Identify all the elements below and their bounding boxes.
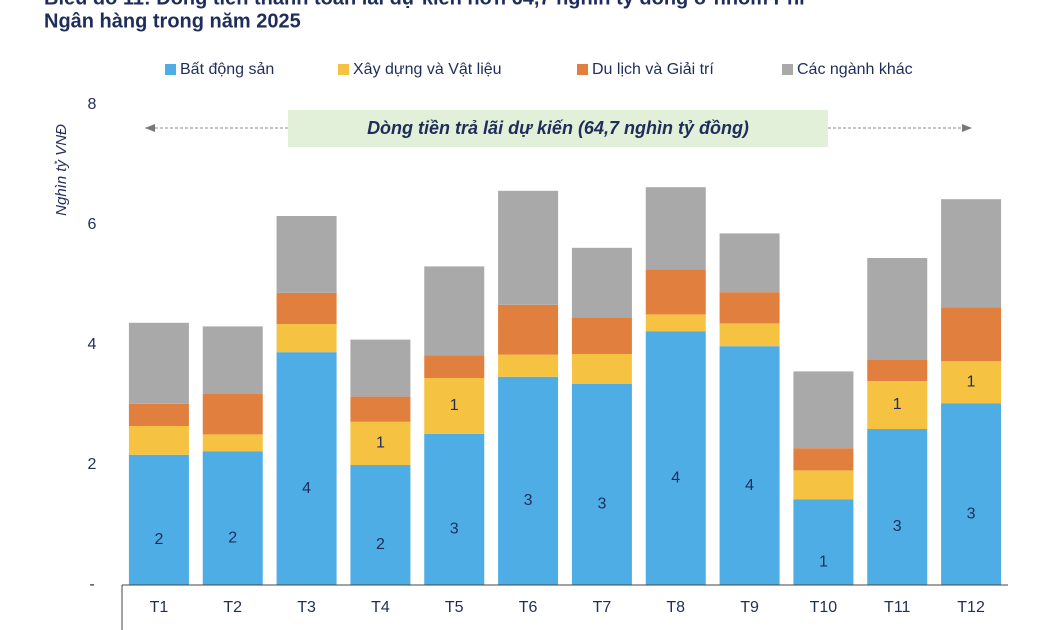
x-tick-label: T7 — [593, 599, 612, 616]
data-label: 3 — [967, 505, 976, 522]
data-label: 4 — [671, 469, 680, 486]
bar-segment — [719, 323, 780, 347]
bar-segment — [793, 448, 854, 471]
x-tick-label: T9 — [740, 599, 759, 616]
data-label: 4 — [745, 477, 754, 494]
bar-segment — [867, 360, 928, 381]
data-label: 2 — [228, 529, 237, 546]
bar-segment — [276, 352, 337, 585]
legend-swatch — [577, 64, 588, 75]
x-tick-label: T11 — [884, 599, 910, 616]
bar-segment — [719, 292, 780, 324]
bar-segment — [941, 199, 1002, 308]
bar-segment — [128, 454, 189, 585]
bar-segment — [941, 403, 1002, 585]
data-label: 3 — [450, 521, 459, 538]
x-tick-label: T5 — [445, 599, 464, 616]
bar-segment — [424, 355, 485, 378]
bar-segment — [867, 429, 928, 585]
bar-segment — [424, 266, 485, 356]
data-label: 1 — [819, 553, 828, 570]
bar-segment — [645, 269, 706, 315]
x-tick-label: T4 — [371, 599, 390, 616]
bar-segment — [645, 331, 706, 585]
legend-swatch — [782, 64, 793, 75]
bar-segment — [128, 426, 189, 455]
chart-title: Ngân hàng trong năm 2025 — [44, 10, 301, 32]
x-tick-label: T1 — [150, 599, 169, 616]
bar-segment — [571, 384, 632, 585]
bar-segment — [128, 403, 189, 426]
bar-segment — [793, 499, 854, 585]
bar-segment — [350, 339, 411, 397]
annotation-box — [288, 110, 828, 147]
y-tick-label: 2 — [88, 456, 97, 473]
annotation: Dòng tiền trả lãi dự kiến (64,7 nghìn tỷ… — [367, 118, 749, 138]
legend-label: Du lịch và Giải trí — [592, 61, 714, 78]
y-tick-label: - — [89, 576, 94, 593]
bar-segment — [571, 318, 632, 354]
bar-segment — [793, 371, 854, 449]
legend-label: Xây dựng và Vật liệu — [353, 61, 502, 78]
legend-label: Các ngành khác — [797, 61, 913, 78]
data-label: 3 — [597, 496, 606, 513]
y-tick-label: 4 — [88, 336, 97, 353]
data-label: 2 — [154, 531, 163, 548]
legend-label: Bất động sản — [180, 61, 274, 78]
bar-segment — [350, 465, 411, 585]
y-tick-label: 6 — [88, 216, 97, 233]
data-label: 3 — [893, 518, 902, 535]
x-tick-label: T12 — [957, 599, 985, 616]
bar-segment — [719, 346, 780, 585]
data-label: 1 — [450, 397, 459, 414]
bar-segment — [867, 258, 928, 360]
bar-segment — [276, 324, 337, 353]
bar-segment — [941, 307, 1002, 362]
x-tick-label: T6 — [519, 599, 538, 616]
y-tick-label: 8 — [88, 96, 97, 113]
bar-segment — [350, 421, 411, 465]
bar-segment — [424, 378, 485, 434]
bar-segment — [202, 451, 263, 585]
y-axis-label: Nghìn tỷ VNĐ — [53, 124, 70, 216]
bar-segment — [571, 247, 632, 318]
bar-segment — [276, 292, 337, 324]
data-label: 1 — [376, 435, 385, 452]
bar-segment — [276, 216, 337, 293]
bar-segment — [202, 434, 263, 452]
arrow-head — [962, 124, 972, 132]
x-tick-label: T8 — [666, 599, 685, 616]
chart-title: Biểu đồ 11: Dòng tiền thanh toán lãi dự … — [44, 0, 805, 9]
bar-segment — [645, 187, 706, 270]
bar-segment — [128, 322, 189, 404]
bar-segment — [645, 314, 706, 332]
bar-segment — [498, 304, 559, 355]
data-label: 1 — [967, 373, 976, 390]
x-tick-label: T2 — [223, 599, 242, 616]
legend-swatch — [165, 64, 176, 75]
bar-segment — [350, 396, 411, 422]
bar-segment — [719, 233, 780, 293]
data-label: 1 — [893, 396, 902, 413]
arrow-head — [145, 124, 155, 132]
bar-segment — [571, 354, 632, 384]
bar-segment — [202, 393, 263, 435]
bar-segment — [498, 354, 559, 377]
bar-segment — [867, 381, 928, 429]
bar-segment — [498, 190, 559, 305]
legend-swatch — [338, 64, 349, 75]
data-label: 2 — [376, 536, 385, 553]
bar-segment — [941, 361, 1002, 404]
bar-segment — [498, 376, 559, 585]
x-tick-label: T10 — [810, 599, 838, 616]
bar-segment — [202, 326, 263, 394]
bar-segment — [424, 433, 485, 585]
bar-segment — [793, 470, 854, 500]
data-label: 4 — [302, 480, 311, 497]
x-tick-label: T3 — [297, 599, 316, 616]
data-label: 3 — [524, 492, 533, 509]
